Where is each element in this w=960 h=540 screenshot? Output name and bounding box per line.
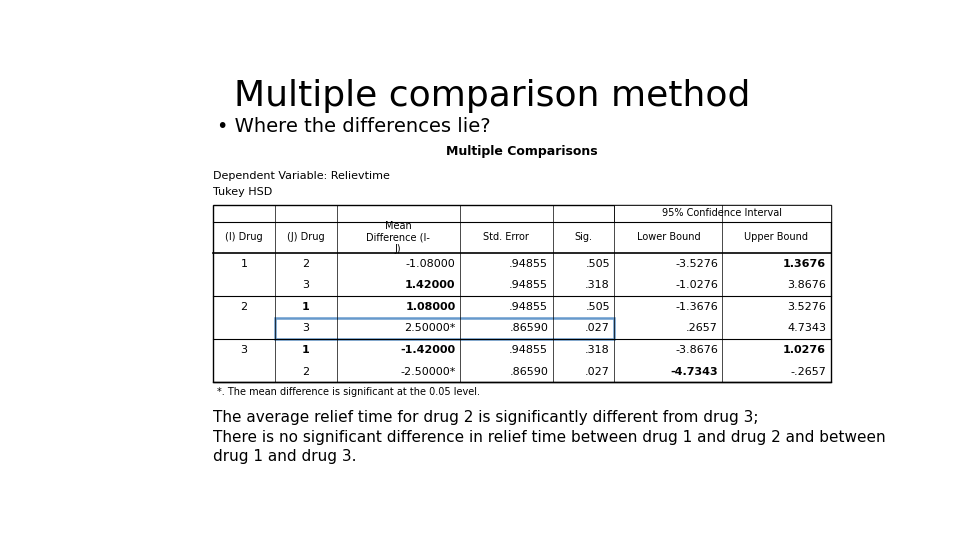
Text: -.2657: -.2657 xyxy=(790,367,826,377)
Text: 1: 1 xyxy=(301,302,309,312)
Text: Upper Bound: Upper Bound xyxy=(745,232,808,242)
Text: Std. Error: Std. Error xyxy=(484,232,529,242)
Text: -1.08000: -1.08000 xyxy=(406,259,456,268)
Text: .505: .505 xyxy=(586,302,610,312)
Text: 1.08000: 1.08000 xyxy=(405,302,456,312)
Text: .027: .027 xyxy=(585,323,610,333)
Text: Multiple comparison method: Multiple comparison method xyxy=(234,79,750,113)
Text: -1.3676: -1.3676 xyxy=(675,302,718,312)
Text: 2: 2 xyxy=(302,367,309,377)
Text: .318: .318 xyxy=(586,345,610,355)
Bar xyxy=(275,318,614,339)
Text: *. The mean difference is significant at the 0.05 level.: *. The mean difference is significant at… xyxy=(217,388,480,397)
Text: (J) Drug: (J) Drug xyxy=(287,232,324,242)
Text: Lower Bound: Lower Bound xyxy=(636,232,700,242)
Text: .94855: .94855 xyxy=(509,345,548,355)
Text: 2: 2 xyxy=(302,259,309,268)
Text: Sig.: Sig. xyxy=(574,232,592,242)
Text: .94855: .94855 xyxy=(509,259,548,268)
Text: -1.0276: -1.0276 xyxy=(675,280,718,290)
Text: .027: .027 xyxy=(585,367,610,377)
Text: -3.8676: -3.8676 xyxy=(675,345,718,355)
Text: .86590: .86590 xyxy=(510,323,548,333)
Text: • Where the differences lie?: • Where the differences lie? xyxy=(217,117,491,136)
Text: .86590: .86590 xyxy=(510,367,548,377)
Text: 1: 1 xyxy=(301,345,309,355)
Text: 3.5276: 3.5276 xyxy=(787,302,826,312)
Text: .2657: .2657 xyxy=(686,323,718,333)
Text: (I) Drug: (I) Drug xyxy=(225,232,263,242)
Text: Dependent Variable: Relievtime: Dependent Variable: Relievtime xyxy=(213,171,390,181)
Text: 95% Confidence Interval: 95% Confidence Interval xyxy=(662,208,782,218)
Text: 2: 2 xyxy=(240,302,248,312)
Text: -3.5276: -3.5276 xyxy=(675,259,718,268)
Text: The average relief time for drug 2 is significantly different from drug 3;
There: The average relief time for drug 2 is si… xyxy=(213,410,886,464)
Text: .505: .505 xyxy=(586,259,610,268)
Text: -1.42000: -1.42000 xyxy=(400,345,456,355)
Text: 1.0276: 1.0276 xyxy=(783,345,826,355)
Text: 1.3676: 1.3676 xyxy=(783,259,826,268)
Text: 4.7343: 4.7343 xyxy=(787,323,826,333)
Text: 3: 3 xyxy=(240,345,248,355)
Text: 3: 3 xyxy=(302,280,309,290)
Text: .94855: .94855 xyxy=(509,302,548,312)
Text: Tukey HSD: Tukey HSD xyxy=(213,187,273,197)
Text: 1: 1 xyxy=(240,259,248,268)
Text: 3: 3 xyxy=(302,323,309,333)
Text: 2.50000*: 2.50000* xyxy=(404,323,456,333)
Text: Multiple Comparisons: Multiple Comparisons xyxy=(446,145,597,158)
Text: -4.7343: -4.7343 xyxy=(670,367,718,377)
Text: 3.8676: 3.8676 xyxy=(787,280,826,290)
Text: .94855: .94855 xyxy=(509,280,548,290)
Text: -2.50000*: -2.50000* xyxy=(400,367,456,377)
Text: 1.42000: 1.42000 xyxy=(405,280,456,290)
Bar xyxy=(614,205,830,221)
Text: .318: .318 xyxy=(586,280,610,290)
Text: Mean
Difference (I-
J): Mean Difference (I- J) xyxy=(367,220,430,254)
